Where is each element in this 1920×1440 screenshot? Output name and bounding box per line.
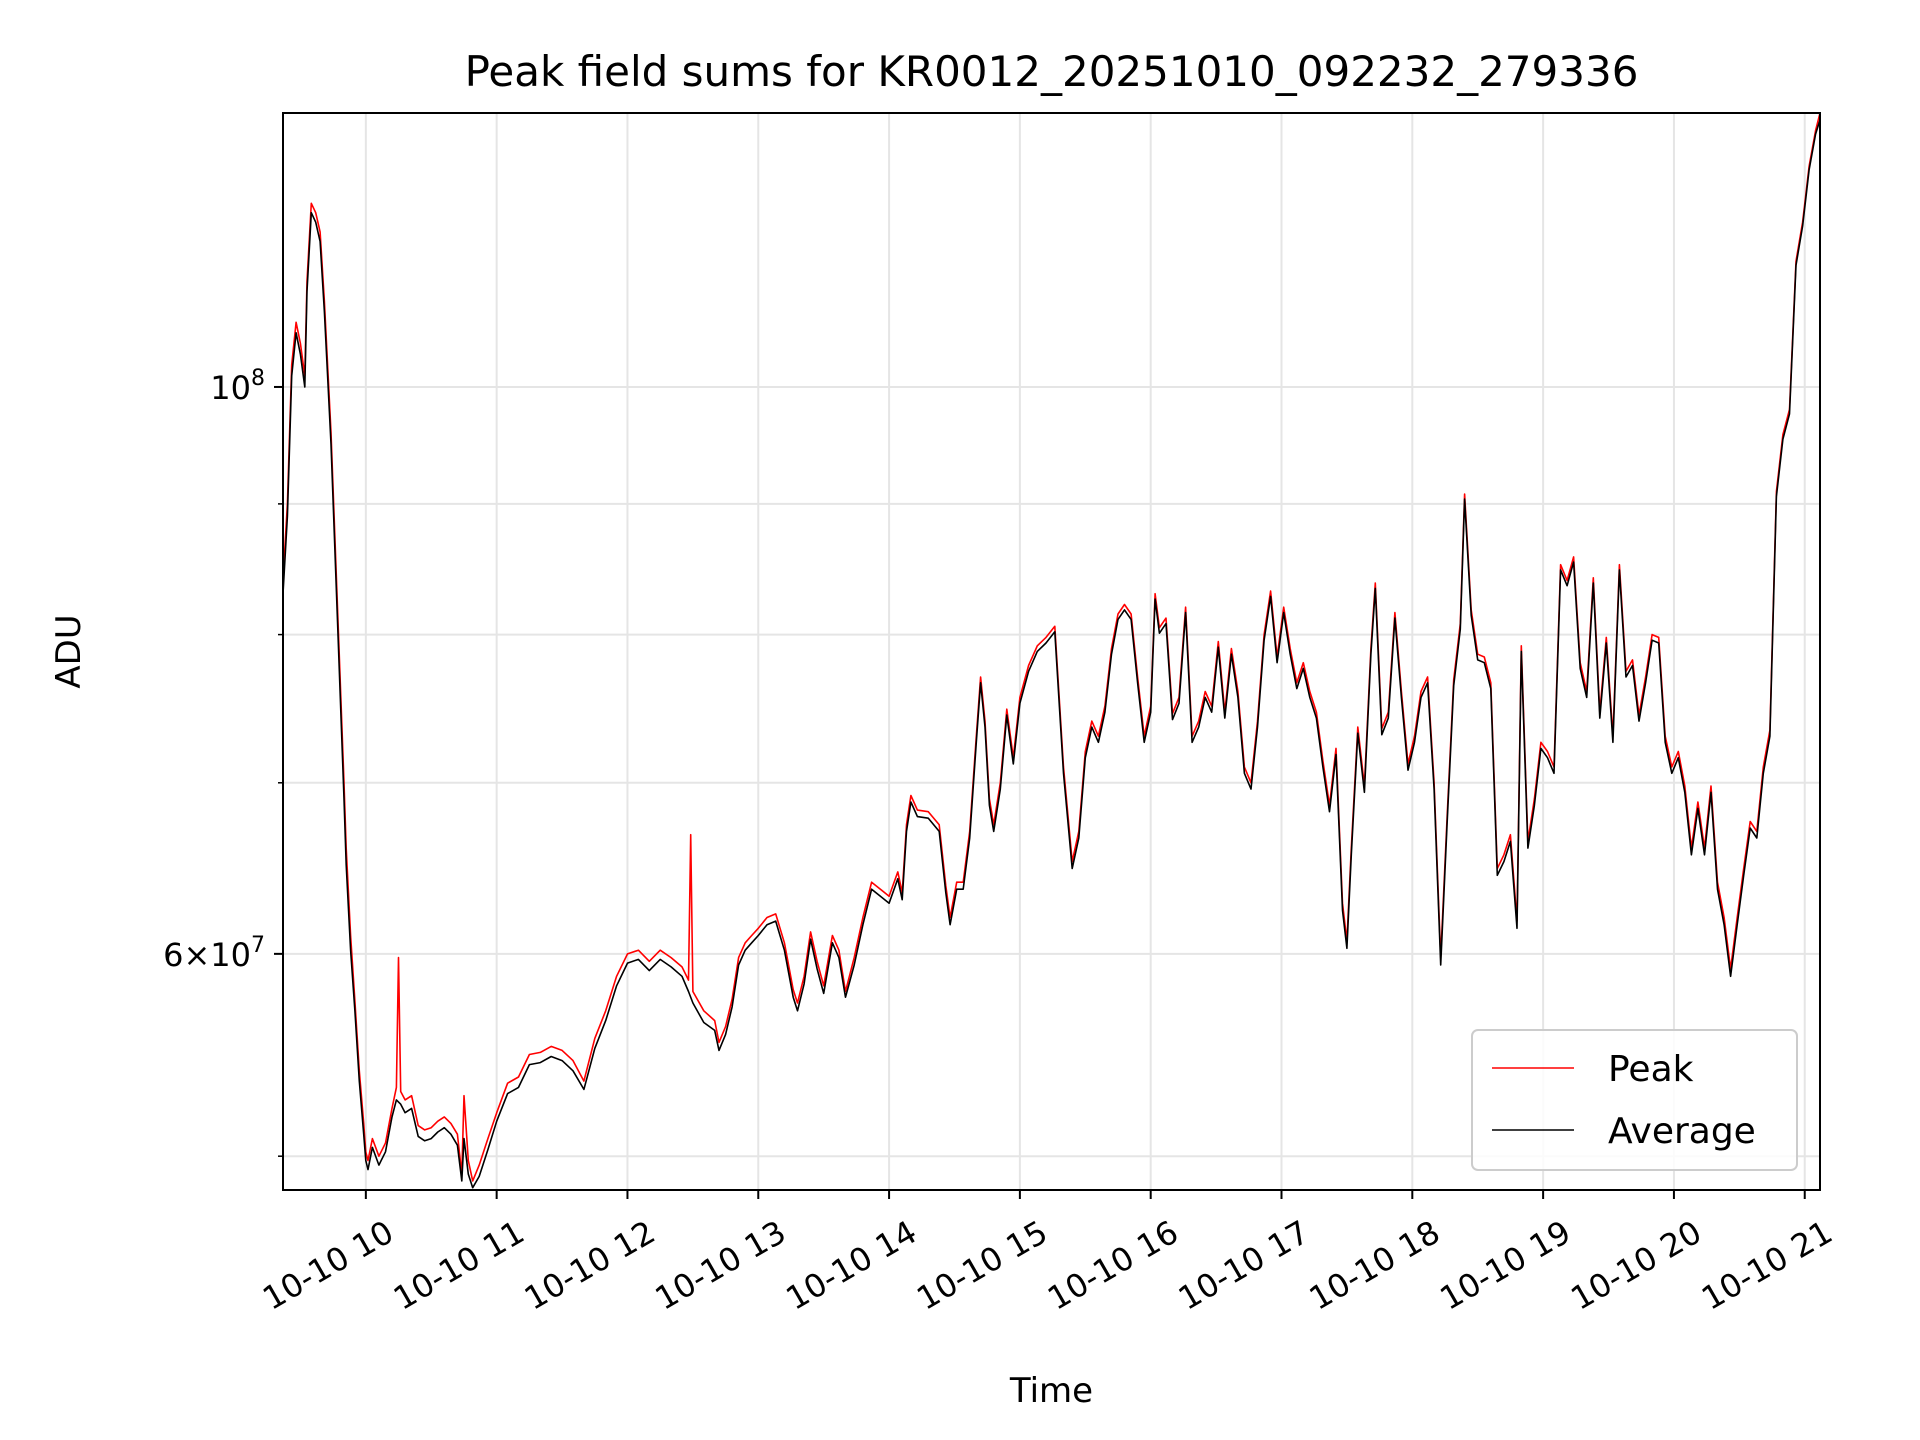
y-tick-times: × <box>183 936 210 974</box>
plot-series <box>282 112 1821 1189</box>
y-tick-base: 10 <box>210 936 251 974</box>
x-axis-title: Time <box>1009 1371 1093 1411</box>
legend-label-average: Average <box>1608 1111 1756 1152</box>
y-tick-label: 6×107 <box>163 933 265 974</box>
plot-frame <box>282 112 1821 1191</box>
series-line-peak <box>282 112 1821 1182</box>
series-line-average <box>282 119 1821 1189</box>
legend-box <box>1471 1029 1798 1171</box>
chart-title: Peak field sums for KR0012_20251010_0922… <box>465 47 1639 96</box>
legend-label-peak: Peak <box>1608 1049 1694 1090</box>
y-tick-exponent: 8 <box>251 366 265 391</box>
legend: Peak Average <box>1471 1029 1798 1171</box>
y-tick-base: 10 <box>210 369 251 407</box>
y-tick-mantissa: 6 <box>163 936 183 974</box>
y-tick-label: 108 <box>210 366 265 407</box>
y-tick-exponent: 7 <box>251 933 265 958</box>
y-axis-title: ADU <box>49 614 89 688</box>
